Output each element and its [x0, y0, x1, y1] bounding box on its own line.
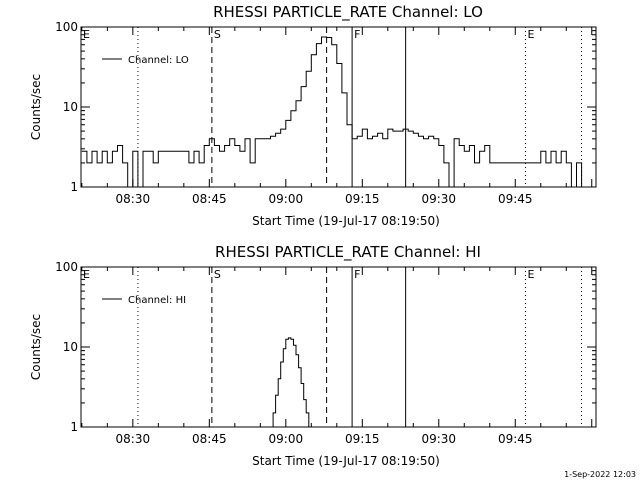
y-axis-label: Counts/sec [29, 74, 43, 140]
y-tick-label: 10 [63, 340, 78, 354]
generation-timestamp: 1-Sep-2022 12:03 [564, 470, 636, 479]
x-tick-label: 09:30 [421, 432, 456, 446]
marker-label: E [83, 268, 90, 281]
marker-label: S [214, 28, 221, 41]
series-line-hi [270, 337, 310, 428]
chart-panel-hi: RHESSI PARTICLE_RATE Channel: HI E S F E 08… [29, 243, 597, 468]
chart-title: RHESSI PARTICLE_RATE Channel: HI [215, 243, 481, 262]
marker-label: E [83, 28, 90, 41]
x-axis-label: Start Time (19-Jul-17 08:19:50) [252, 454, 440, 468]
x-tick-label: 08:45 [192, 192, 227, 206]
x-tick-label: 08:45 [192, 432, 227, 446]
chart-title: RHESSI PARTICLE_RATE Channel: LO [213, 3, 483, 22]
marker-label: F [354, 28, 360, 41]
legend-entry: Channel: LO [128, 55, 189, 66]
series-line-lo [81, 36, 583, 188]
x-tick-label: 09:00 [269, 432, 304, 446]
marker-label: E [527, 28, 534, 41]
x-tick-label: 08:30 [116, 432, 151, 446]
x-tick-label: 09:45 [498, 432, 533, 446]
y-tick-label: 100 [55, 20, 78, 34]
y-tick-label: 1 [70, 180, 78, 194]
plot-frame [80, 266, 597, 428]
y-axis-label: Counts/sec [29, 314, 43, 380]
x-tick-label: 08:30 [116, 192, 151, 206]
legend: Channel: LO [102, 55, 189, 66]
legend: Channel: HI [102, 295, 186, 306]
y-tick-label: 1 [70, 420, 78, 434]
x-tick-label: 09:30 [421, 192, 456, 206]
marker-label: E [527, 268, 534, 281]
marker-label: S [214, 268, 221, 281]
y-tick-label: 100 [55, 260, 78, 274]
x-tick-label: 09:15 [345, 192, 380, 206]
legend-entry: Channel: HI [128, 295, 186, 306]
x-tick-label: 09:00 [269, 192, 304, 206]
y-tick-label: 10 [63, 100, 78, 114]
marker-label: F [354, 268, 360, 281]
x-axis-label: Start Time (19-Jul-17 08:19:50) [252, 214, 440, 228]
x-tick-label: 09:15 [345, 432, 380, 446]
x-tick-label: 09:45 [498, 192, 533, 206]
chart-panel-lo: RHESSI PARTICLE_RATE Channel: LO E S F E 08… [29, 3, 597, 228]
